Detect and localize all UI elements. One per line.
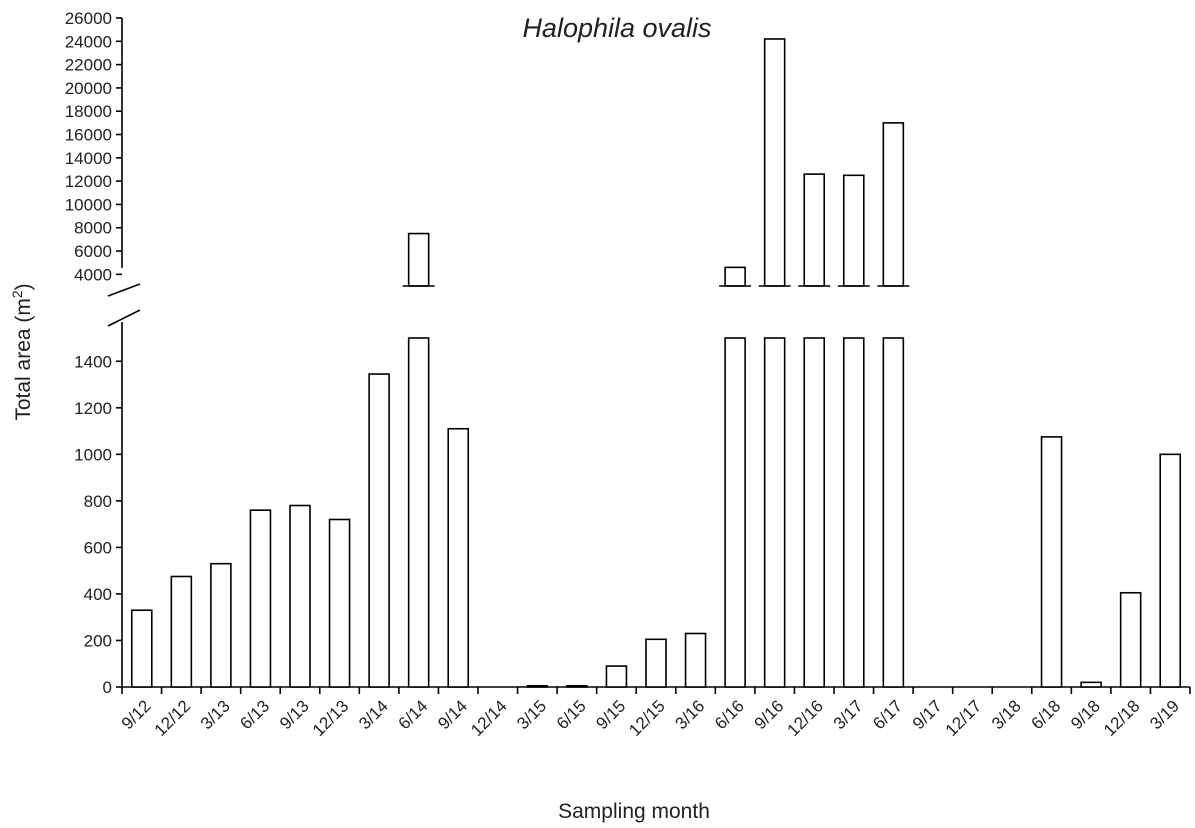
bar-lower-segment [882, 337, 905, 688]
bar-lower-segment [763, 337, 786, 688]
y-axis-label: Total area (m2) [9, 283, 35, 420]
y-tick-label: 6000 [74, 242, 112, 261]
y-tick-label: 26000 [65, 9, 112, 28]
y-tick-label: 1000 [74, 445, 112, 464]
y-tick-label: 800 [84, 492, 112, 511]
x-tick-label: 6/16 [711, 696, 748, 733]
y-tick-label: 1400 [74, 352, 112, 371]
x-tick-label: 12/16 [784, 696, 828, 740]
bars [130, 38, 1182, 688]
bar-upper-segment [763, 38, 786, 287]
x-tick-label: 6/17 [869, 696, 906, 733]
x-tick-label: 12/13 [309, 696, 353, 740]
bar [526, 685, 549, 688]
x-tick-label: 12/12 [151, 696, 195, 740]
y-tick-label: 600 [84, 538, 112, 557]
y-tick-label: 24000 [65, 32, 112, 51]
x-tick-label: 9/14 [434, 696, 471, 733]
bar-upper-segment [882, 122, 905, 287]
bar-lower-segment [724, 337, 746, 688]
x-tick-label: 6/14 [395, 696, 432, 733]
bar [1159, 453, 1182, 688]
bar [249, 509, 272, 688]
y-tick-label: 200 [84, 631, 112, 650]
bar-lower-segment [803, 337, 826, 688]
chart-title: Halophila ovalis [522, 13, 711, 43]
y-tick-label: 4000 [74, 265, 112, 284]
bar [130, 609, 153, 688]
x-tick-label: 9/17 [909, 696, 946, 733]
y-ticks: 0 200 400 600 800 1000 1200 1400 4000 6000 8000 100… [65, 9, 122, 697]
x-tick-label: 9/18 [1067, 696, 1104, 733]
y-tick-label: 22000 [65, 56, 112, 75]
axis-break-mark-bottom [107, 309, 141, 327]
y-tick-label: 14000 [65, 149, 112, 168]
y-tick-label: 1200 [74, 399, 112, 418]
x-tick-label: 3/15 [513, 696, 550, 733]
y-tick-label: 10000 [65, 195, 112, 214]
bar [368, 373, 390, 688]
bar-upper-segment [803, 173, 826, 287]
bar [210, 562, 232, 688]
bar-upper-segment [724, 266, 746, 287]
axis-break-mark-top [107, 283, 141, 297]
x-tick-label: 9/16 [751, 696, 788, 733]
x-tick-label: 6/18 [1028, 696, 1065, 733]
x-axis-label: Sampling month [558, 800, 710, 823]
x-tick-label: 3/19 [1146, 696, 1183, 733]
bar-lower-segment [407, 337, 430, 688]
x-tick-label: 9/13 [276, 696, 313, 733]
x-tick-label: 12/15 [625, 696, 669, 740]
bar [1080, 681, 1102, 688]
x-tick-label: 3/13 [197, 696, 234, 733]
x-tick-label: 12/17 [942, 696, 986, 740]
bar-upper-segment [842, 174, 865, 287]
bar [447, 427, 470, 688]
y-tick-label: 0 [103, 678, 112, 697]
x-tick-label: 6/15 [553, 696, 590, 733]
y-tick-label: 400 [84, 585, 112, 604]
bar [566, 685, 588, 688]
x-tick-label: 6/13 [236, 696, 273, 733]
bar-upper-segment [407, 232, 430, 287]
x-tick-label: 3/18 [988, 696, 1025, 733]
x-tick-label: 3/16 [672, 696, 709, 733]
bar [170, 575, 193, 688]
bar [684, 632, 707, 688]
y-tick-label: 8000 [74, 219, 112, 238]
bar [1119, 591, 1142, 688]
bar-lower-segment [842, 337, 865, 688]
x-tick-label: 3/14 [355, 696, 392, 733]
x-tick-label: 9/12 [118, 696, 155, 733]
bar [328, 518, 351, 688]
x-tick-label: 12/14 [467, 696, 511, 740]
y-tick-label: 12000 [65, 172, 112, 191]
y-tick-label: 20000 [65, 79, 112, 98]
bar [1040, 436, 1063, 688]
bar [605, 665, 628, 688]
y-tick-label: 16000 [65, 126, 112, 145]
bar [289, 504, 311, 688]
y-tick-label: 18000 [65, 102, 112, 121]
bar [645, 638, 667, 688]
x-tick-label: 12/18 [1100, 696, 1144, 740]
x-tick-label: 9/15 [592, 696, 629, 733]
x-tick-label: 3/17 [830, 696, 867, 733]
